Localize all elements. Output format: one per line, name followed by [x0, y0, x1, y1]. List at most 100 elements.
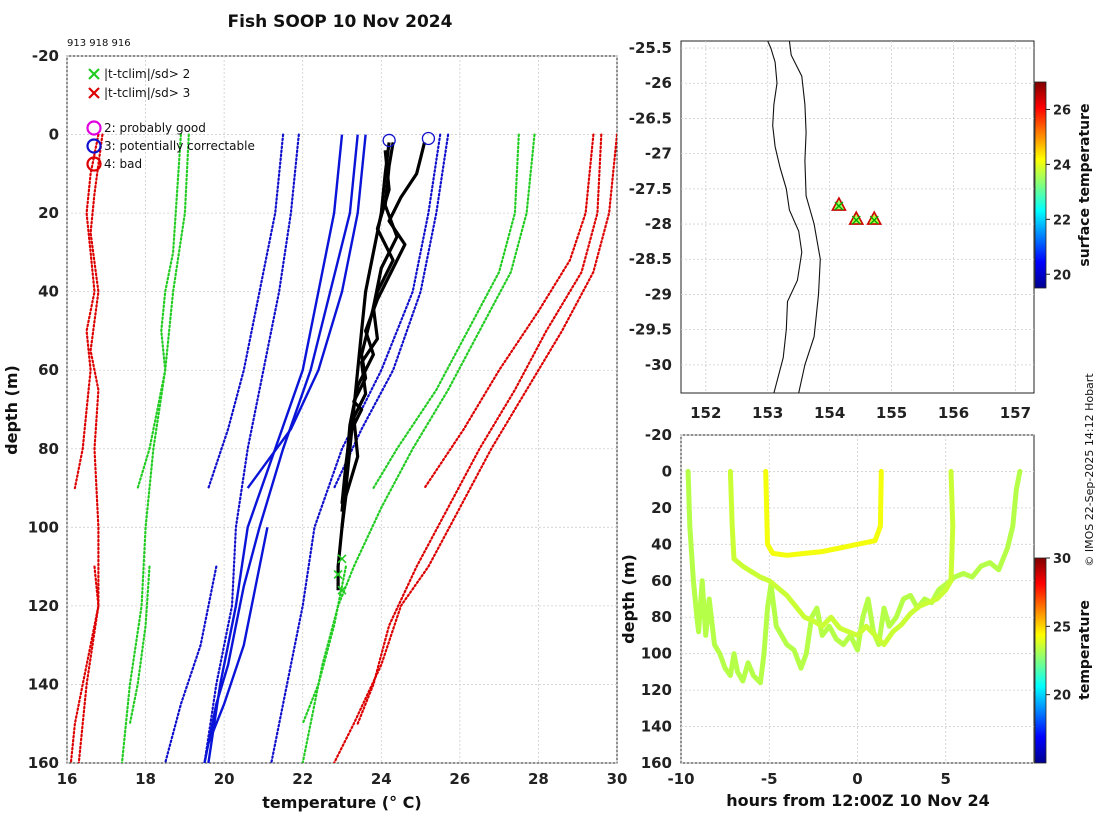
climatology-line-green-2	[120, 133, 190, 763]
climatology-line-red-left-3	[77, 133, 104, 763]
profile-x-tick-label: 30	[607, 770, 628, 788]
map-y-tick-label: -29	[645, 285, 672, 303]
time-depth-colorbar-tick-label: 25	[1053, 620, 1071, 635]
map-colorbar-tick-label: 26	[1053, 103, 1071, 118]
profile-y-tick-label: 140	[28, 675, 59, 693]
bottom-flag-marker	[337, 585, 347, 595]
climatology-line-blue-dot-4	[270, 133, 442, 763]
legend-circle-icon	[86, 138, 102, 154]
legend-item: 4: bad	[86, 156, 142, 172]
shelf-line	[788, 41, 821, 393]
time-depth-y-tick-label: 80	[651, 608, 672, 626]
time-depth-x-tick-label: 5	[941, 770, 951, 788]
climatology-line-blue-dot-1	[207, 133, 285, 490]
map-x-tick-label: 153	[752, 404, 783, 422]
surface-flag-marker	[421, 131, 436, 146]
time-depth-y-ticks: -20 0 20 40 60 80 100 120 140 160	[641, 426, 672, 772]
profile-panel: 16 18 20 22 24 26 28 30 -20 0 20 40 60 80 100 120 140 16…	[2, 47, 627, 812]
profile-y-tick-label: 20	[38, 204, 59, 222]
time-depth-y-tick-label: 20	[651, 499, 672, 517]
map-colorbar-label: surface temperature	[1077, 103, 1093, 266]
time-depth-x-ticks: -10 -5 0 5	[667, 770, 951, 788]
time-depth-x-tick-label: 0	[852, 770, 862, 788]
profile-x-ticks: 16 18 20 22 24 26 28 30	[57, 770, 628, 788]
profile-y-ticks: -20 0 20 40 60 80 100 120 140 160	[28, 47, 59, 772]
time-depth-y-tick-label: 60	[651, 572, 672, 590]
mean-profile-blue-solid-3	[246, 134, 367, 489]
mean-profile-blue-solid-2	[203, 134, 359, 763]
time-depth-y-label: depth (m)	[619, 554, 638, 644]
legend-item: |t-tclim|/sd> 2	[88, 67, 190, 81]
profile-legend: |t-tclim|/sd> 2 |t-tclim|/sd> 3 2: probabl…	[86, 67, 255, 172]
profile-x-tick-label: 26	[449, 770, 470, 788]
legend-label: 4: bad	[104, 157, 142, 171]
map-colorbar-tick-label: 24	[1053, 158, 1071, 173]
map-x-tick-label: 152	[690, 404, 721, 422]
time-depth-panel: -10 -5 0 5 -20 0 20 40 60 80 100 120 140 160 hours f…	[619, 426, 1093, 810]
map-y-tick-label: -27.5	[629, 180, 672, 198]
credit-text: © IMOS 22-Sep-2025 14:12 Hobart	[1083, 373, 1096, 567]
profile-y-tick-label: 40	[38, 283, 59, 301]
climatology-line-red-right-2	[333, 133, 617, 763]
map-x-tick-label: 156	[938, 404, 969, 422]
climatology-line-green-6	[301, 565, 347, 725]
map-y-tick-label: -30	[645, 356, 672, 374]
time-depth-x-label: hours from 12:00Z 10 Nov 24	[726, 791, 989, 810]
time-depth-colorbar	[1034, 557, 1047, 764]
time-depth-x-tick-label: -10	[667, 770, 694, 788]
profile-y-label: depth (m)	[2, 365, 21, 455]
mean-profile-blue-solid-4	[207, 527, 269, 744]
time-depth-colorbar-tick-label: 20	[1053, 689, 1071, 704]
map-y-tick-label: -27	[645, 145, 672, 163]
time-depth-y-tick-label: 140	[641, 718, 672, 736]
time-depth-track-2	[727, 468, 956, 648]
map-x-tick-label: 157	[1000, 404, 1031, 422]
profile-plot	[69, 131, 617, 763]
profile-x-tick-label: 18	[135, 770, 156, 788]
time-depth-y-tick-label: 160	[641, 754, 672, 772]
climatology-line-red-left-1	[73, 133, 100, 490]
time-depth-x-tick-label: -5	[761, 770, 778, 788]
profile-y-tick-label: 120	[28, 597, 59, 615]
legend-item: |t-tclim|/sd> 3	[88, 86, 190, 100]
map-y-tick-label: -25.5	[629, 39, 672, 57]
time-depth-plot	[685, 468, 1023, 686]
bottom-flag-marker	[337, 554, 347, 564]
station-marker	[831, 196, 847, 211]
time-depth-y-tick-label: 0	[662, 462, 672, 480]
legend-label: |t-tclim|/sd> 2	[104, 67, 190, 81]
map-y-tick-label: -28.5	[629, 250, 672, 268]
legend-item: 2: probably good	[86, 120, 206, 136]
profile-y-tick-label: 0	[49, 126, 59, 144]
map-colorbar-tick-label: 22	[1053, 213, 1071, 228]
climatology-line-red-right-3	[423, 133, 595, 490]
map-panel: 152 153 154 155 156 157 -25.5 -26 -26.5 -27 -27.5…	[629, 39, 1093, 422]
observed-profile-obs-3	[340, 142, 427, 512]
legend-circle-icon	[86, 120, 102, 136]
map-y-tick-label: -26	[645, 74, 672, 92]
legend-x-icon	[88, 87, 100, 99]
time-depth-y-tick-label: 40	[651, 535, 672, 553]
climatology-line-green-1	[136, 133, 182, 490]
profile-x-label: temperature (° C)	[262, 793, 421, 812]
map-plot	[767, 41, 883, 393]
climatology-line-green-5	[301, 133, 536, 763]
profile-y-tick-label: 80	[38, 440, 59, 458]
legend-label: |t-tclim|/sd> 3	[104, 86, 190, 100]
profile-y-tick-label: -20	[32, 47, 59, 65]
legend-label: 3: potentially correctable	[104, 139, 255, 153]
legend-x-icon	[88, 68, 100, 80]
profile-y-tick-label: 100	[28, 518, 59, 536]
map-grid	[681, 41, 1034, 393]
profile-x-tick-label: 24	[371, 770, 392, 788]
map-y-tick-label: -28	[645, 215, 672, 233]
map-y-tick-label: -26.5	[629, 109, 672, 127]
profile-x-tick-label: 28	[528, 770, 549, 788]
bottom-flag-marker	[333, 569, 343, 580]
map-colorbar-ticks: 20 22 24 26	[1046, 103, 1071, 283]
profile-ids: 913 918 916	[67, 38, 131, 49]
time-depth-colorbar-tick-label: 30	[1053, 552, 1071, 567]
surface-flag-marker	[382, 133, 396, 148]
map-y-ticks: -25.5 -26 -26.5 -27 -27.5 -28 -28.5 -29 -29.5 -30	[629, 39, 672, 374]
